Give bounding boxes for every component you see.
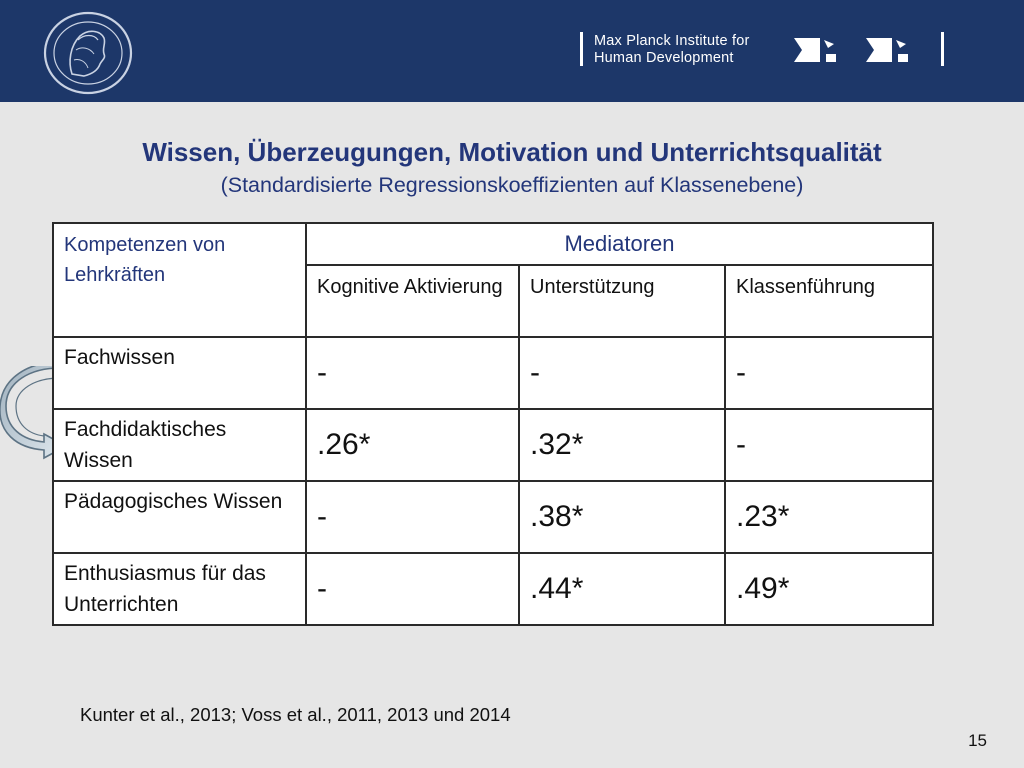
table-cell: .49* — [724, 552, 934, 626]
header-mediators: Mediatoren — [305, 222, 934, 266]
row-label: Fachwissen — [52, 336, 307, 410]
header-competencies: Kompetenzen von Lehrkräften — [52, 222, 307, 338]
table-cell: - — [305, 480, 520, 554]
mpi-logo-icon-2 — [866, 38, 908, 62]
table-header-row: Kompetenzen von Lehrkräften Mediatoren — [52, 222, 934, 338]
column-header: Klassenführung — [724, 264, 934, 338]
table-cell: - — [305, 336, 520, 410]
header-divider-right — [941, 32, 944, 66]
table-cell: .44* — [518, 552, 726, 626]
row-label: Fachdidaktisches Wissen — [52, 408, 307, 482]
results-table: Kompetenzen von Lehrkräften Mediatoren K… — [52, 222, 934, 626]
table-cell: - — [518, 336, 726, 410]
row-label: Enthusiasmus für das Unterrichten — [52, 552, 307, 626]
institute-name: Max Planck Institute for Human Developme… — [594, 33, 750, 67]
slide-subtitle: (Standardisierte Regressionskoeffiziente… — [220, 173, 804, 197]
table-cell: .32* — [518, 408, 726, 482]
mpi-logo-icon — [794, 38, 836, 62]
table-cell: .26* — [305, 408, 520, 482]
table-subheader-row: Kognitive Aktivierung Unterstützung Klas… — [53, 264, 934, 338]
citation: Kunter et al., 2013; Voss et al., 2011, … — [80, 704, 511, 725]
minerva-seal-icon — [43, 11, 133, 95]
page-number: 15 — [968, 731, 987, 750]
table-cell: - — [305, 552, 520, 626]
column-header: Kognitive Aktivierung — [305, 264, 520, 338]
header-divider — [580, 32, 583, 66]
row-label: Pädagogisches Wissen — [52, 480, 307, 554]
institute-name-line1: Max Planck Institute for — [594, 33, 750, 49]
table-cell: - — [724, 336, 934, 410]
table-row: Enthusiasmus für das Unterrichten - .44*… — [52, 552, 934, 626]
table-row: Pädagogisches Wissen - .38* .23* — [52, 480, 934, 554]
table-row: Fachdidaktisches Wissen .26* .32* - — [52, 408, 934, 482]
column-header: Unterstützung — [518, 264, 726, 338]
table-cell: - — [724, 408, 934, 482]
table-row: Fachwissen - - - — [52, 336, 934, 410]
table-cell: .38* — [518, 480, 726, 554]
table-cell: .23* — [724, 480, 934, 554]
header-bar: Max Planck Institute for Human Developme… — [0, 0, 1024, 102]
institute-name-line2: Human Development — [594, 50, 734, 66]
slide-title: Wissen, Überzeugungen, Motivation und Un… — [142, 137, 882, 167]
